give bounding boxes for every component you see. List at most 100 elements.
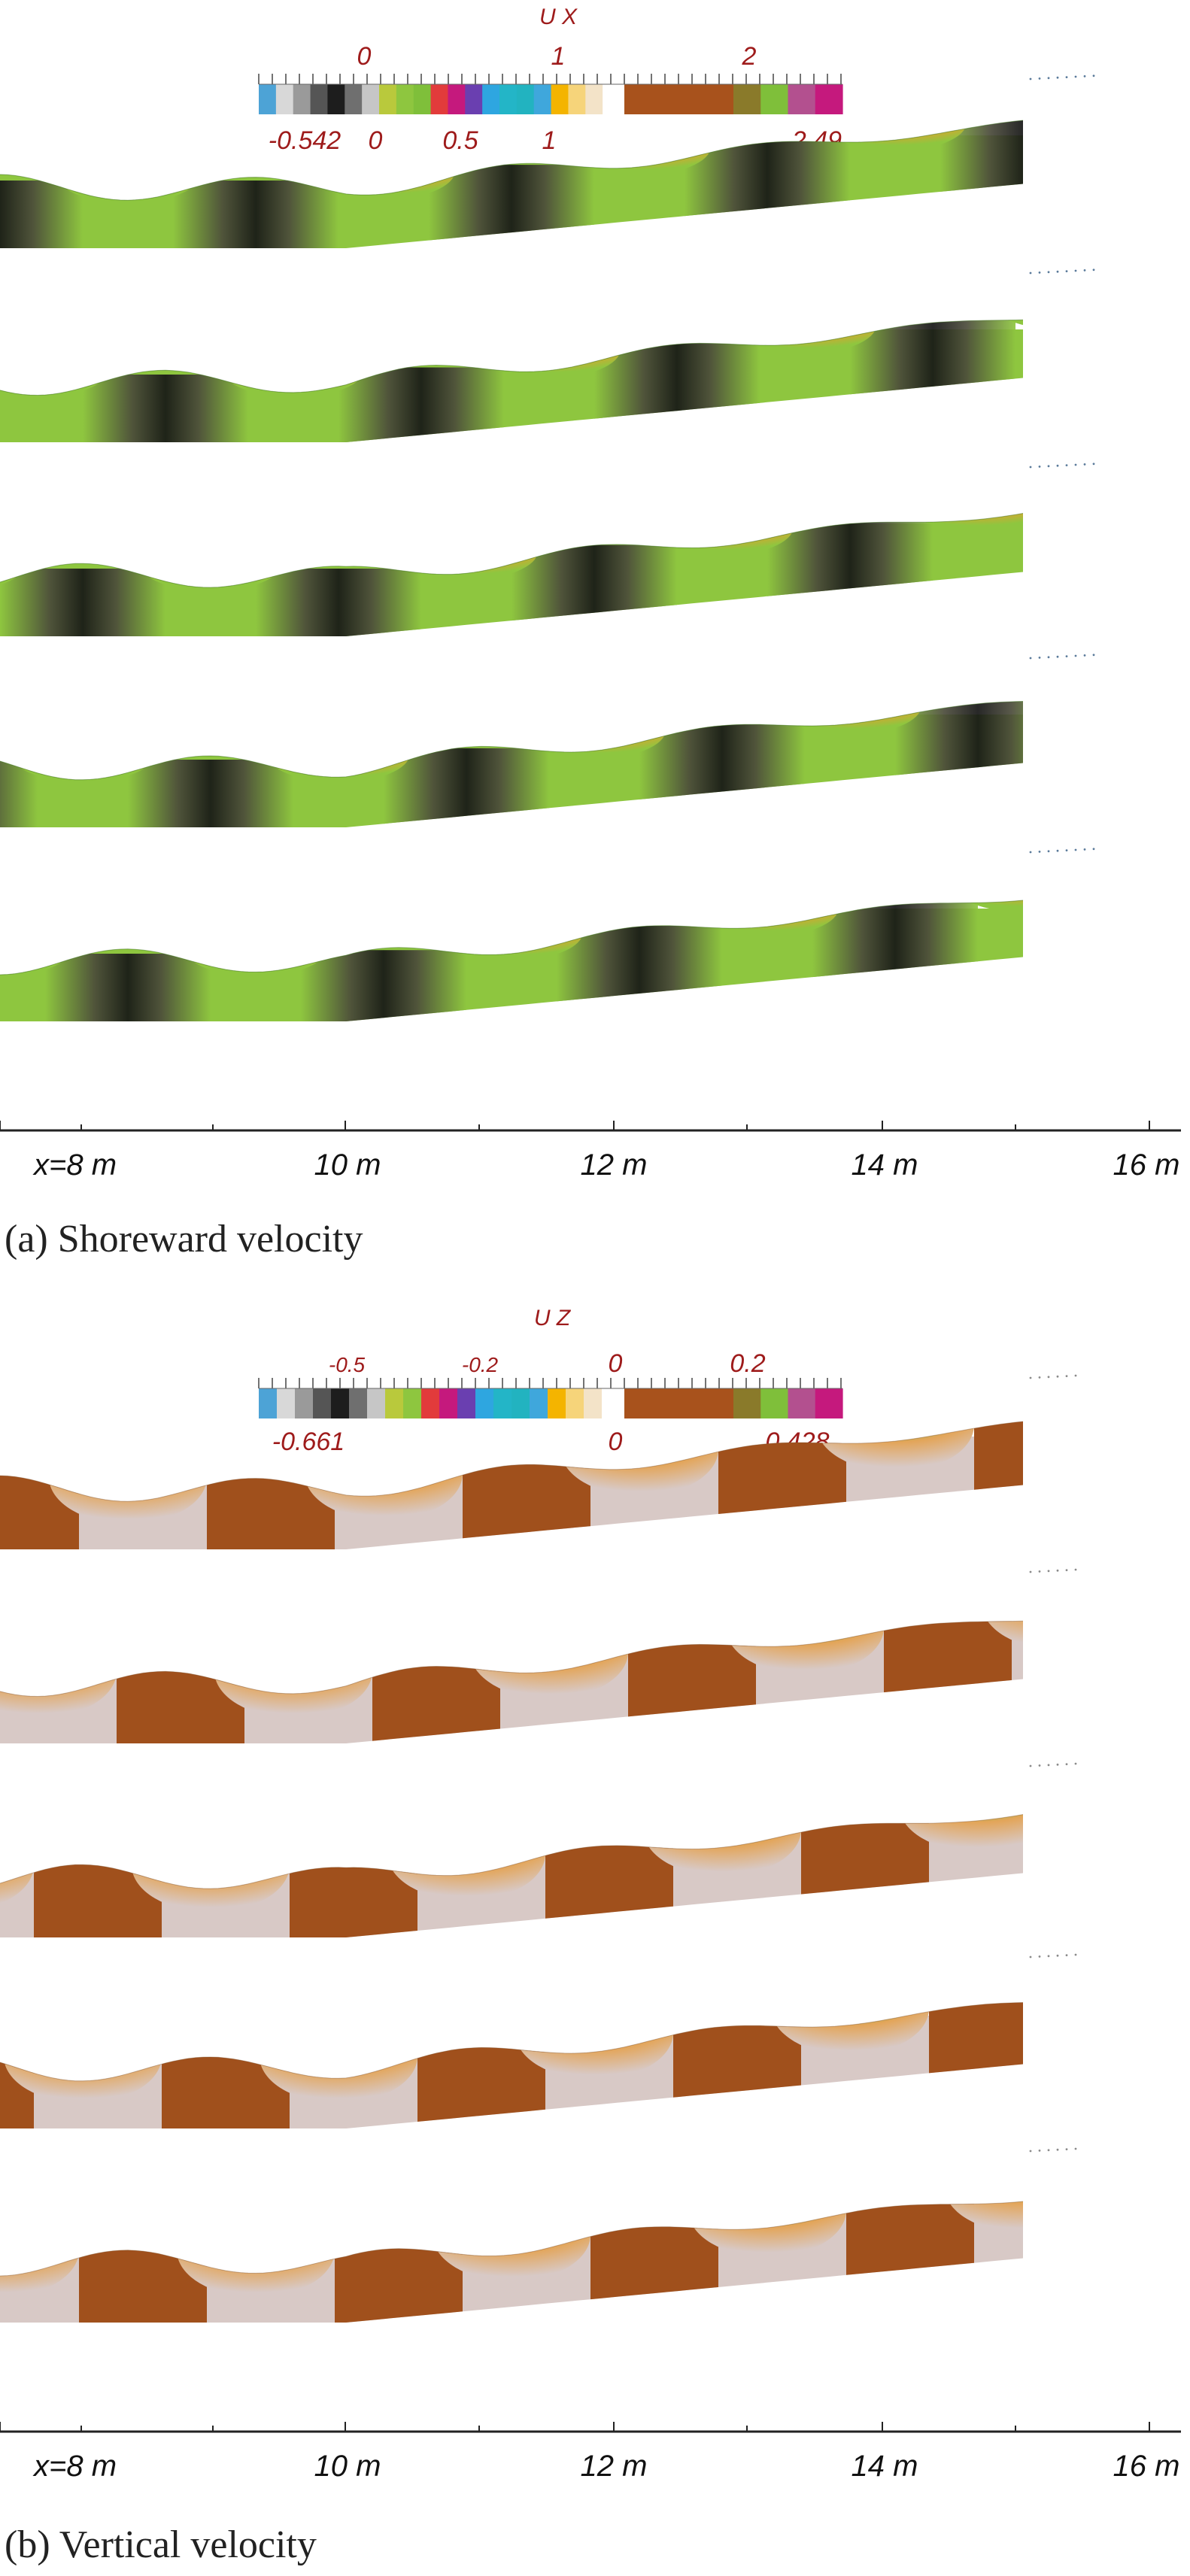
x-tick-label-10m-a: 10 m: [314, 1148, 381, 1182]
colorbar-ux-ticks: [258, 74, 842, 85]
colorbar-ux-cell-5: [345, 84, 363, 114]
uz-downward-region: [79, 2246, 207, 2323]
uz-spray-dot: [1047, 2149, 1050, 2152]
uz-upward-region: [132, 1819, 290, 1912]
uz-spray-dot: [1047, 1570, 1050, 1573]
uz-downward-region: [34, 1861, 162, 1937]
colorbar-ux-cell-r-2: [678, 84, 707, 114]
colorbar-ux-bottom-tick-3: 1: [542, 126, 557, 155]
uz-downward-region: [207, 1473, 335, 1549]
colorbar-ux-cell-9: [413, 84, 432, 114]
ux-trough-region: [512, 545, 677, 628]
ux-crest-region: [222, 340, 365, 397]
uz-downward-region: [290, 1860, 417, 1937]
uz-spray-dot: [1029, 1764, 1032, 1767]
colorbar-uz-cells: [259, 1388, 843, 1418]
colorbar-ux-cell-4: [327, 84, 345, 114]
colorbar-ux-cell-18: [568, 84, 586, 114]
uz-upward-region: [643, 1814, 801, 1877]
ux-trough-region: [594, 343, 760, 426]
ux-spray-dot: [1029, 77, 1032, 80]
colorbar-ux-cell-r-5: [760, 84, 789, 114]
ux-spray-dot: [1092, 848, 1095, 851]
colorbar-uz-title: U Z: [534, 1306, 572, 1330]
ux-spray-dot: [1074, 269, 1077, 272]
ux-spray-dot: [1056, 655, 1059, 658]
colorbar-uz-ticks: [258, 1378, 842, 1389]
ux-spray-dot: [1065, 270, 1068, 272]
x-tick-label-14m-a: 14 m: [852, 1148, 918, 1182]
uz-downward-region: [1140, 1585, 1190, 1691]
colorbar-uz-cell-11: [457, 1388, 476, 1418]
uz-spray-dot: [1038, 1376, 1041, 1379]
uz-free-surface: [0, 1421, 1024, 1502]
ux-spray-dot: [1029, 851, 1032, 854]
uz-downward-region: [1102, 2168, 1190, 2273]
uz-upward-region: [214, 1625, 372, 1718]
ux-crest-region: [478, 320, 621, 378]
uz-upward-region: [771, 2002, 929, 2056]
colorbar-ux-bottom-tick-0: -0.542: [269, 126, 341, 155]
colorbar-ux-cell-r-7: [815, 84, 843, 114]
uz-spray-dot: [1029, 1376, 1032, 1379]
ux-trough-region: [128, 760, 293, 827]
ux-spray-dot: [1056, 849, 1059, 852]
uz-spray-dot: [1065, 1375, 1068, 1377]
colorbar-ux-cell-20: [603, 84, 621, 114]
ux-spray-dot: [1074, 848, 1077, 851]
uz-upward-region: [982, 1621, 1023, 1650]
uz-spray-dot: [1074, 2147, 1077, 2150]
ux-spray-dot: [1065, 849, 1068, 851]
uz-downward-region: [974, 1422, 1023, 1513]
ux-trough-region: [256, 569, 421, 636]
uz-snapshot-1: [0, 1374, 1077, 1549]
colorbar-uz-cell-2: [295, 1388, 314, 1418]
uz-upward-region: [899, 1814, 1023, 1852]
colorbar-ux-cell-15: [516, 84, 535, 114]
uz-spray-dot: [1074, 1762, 1077, 1765]
uz-snapshots: [0, 1374, 1190, 2323]
uz-downward-region: [929, 2002, 1023, 2096]
x-tick-label-14m-b: 14 m: [852, 2450, 918, 2483]
colorbar-ux-cell-r-0: [624, 84, 652, 114]
ux-snapshots: [0, 74, 1190, 1021]
uz-spray-dot: [1056, 1375, 1059, 1378]
colorbar-uz-top-tick-1: -0.2: [462, 1353, 499, 1376]
ux-spray-dot: [1065, 76, 1068, 78]
uz-snapshot-field: [0, 1422, 1023, 1549]
uz-spray-dot: [1029, 1570, 1032, 1573]
ux-crest-region: [989, 320, 1023, 329]
colorbar-uz-cell-r-1: [651, 1388, 680, 1418]
ux-spray-dot: [1047, 850, 1050, 853]
ux-crest-region: [906, 513, 1023, 532]
ux-trough-region: [1151, 675, 1190, 758]
colorbar-ux-top-tick-1: 1: [551, 42, 566, 71]
colorbar-uz-cell-14: [512, 1388, 530, 1418]
colorbar-uz-cell-r-5: [760, 1388, 789, 1418]
x-axis-a: x=8 m 10 m 12 m 14 m 16 m: [0, 1121, 1181, 1182]
uz-upward-region: [1027, 1937, 1185, 2031]
colorbar-uz-cell-0: [259, 1388, 278, 1418]
ux-crest-region: [267, 725, 410, 782]
ux-free-surface: [0, 319, 1024, 396]
colorbar-uz-cell-r-7: [815, 1388, 843, 1418]
uz-downward-region: [0, 2052, 34, 2128]
uz-spray-dot: [1038, 1956, 1041, 1958]
uz-spray-dot: [1047, 1955, 1050, 1958]
uz-upward-region: [260, 2010, 417, 2103]
colorbar-uz-cell-r-3: [706, 1388, 734, 1418]
colorbar-ux-cell-r-6: [788, 84, 816, 114]
colorbar-ux-cell-19: [585, 84, 603, 114]
uz-spray-dot: [1056, 2148, 1059, 2151]
ux-crest-region: [1034, 653, 1177, 710]
ux-spray-dot: [1047, 656, 1050, 659]
uz-downward-region: [162, 2052, 290, 2128]
ux-snapshot-1: [0, 74, 1095, 248]
uz-spray-dot: [1056, 1569, 1059, 1572]
uz-upward-region: [387, 1814, 545, 1901]
uz-spray-dot: [1065, 1569, 1068, 1572]
ux-spray-dot: [1083, 654, 1086, 657]
colorbar-ux-cell-r-3: [706, 84, 734, 114]
ux-spray-dot: [1083, 75, 1086, 77]
uz-spray-dot: [1056, 1763, 1059, 1766]
